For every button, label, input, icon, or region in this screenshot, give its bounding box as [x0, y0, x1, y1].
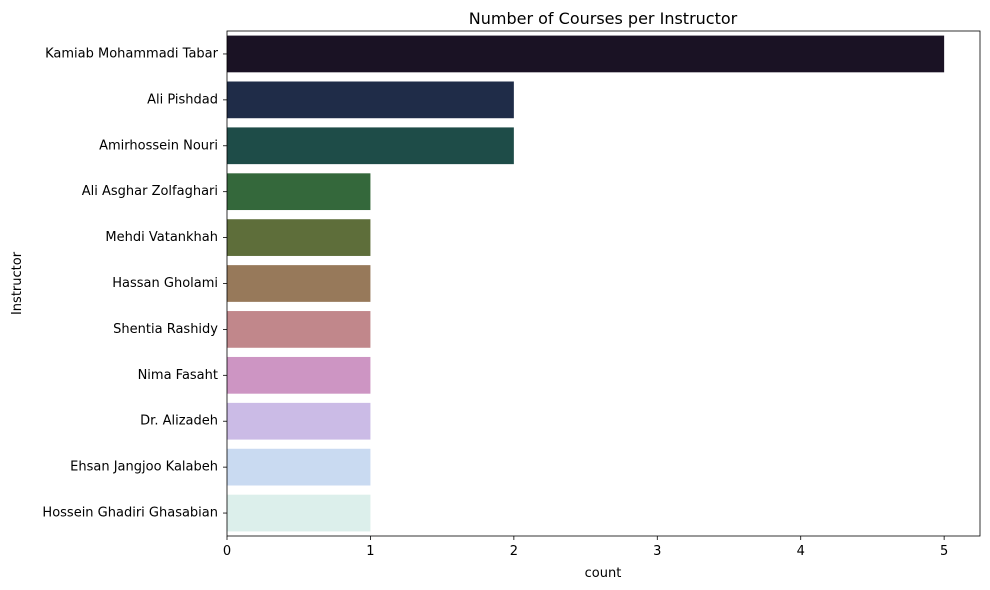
y-tick-labels: Kamiab Mohammadi Tabar Ali Pishdad Amirhos…	[42, 46, 227, 521]
chart-title: Number of Courses per Instructor	[469, 9, 738, 28]
y-tick-label: Shentia Rashidy	[113, 322, 218, 337]
y-tick-label: Dr. Alizadeh	[140, 414, 218, 429]
bar	[227, 81, 514, 119]
y-tick-label: Ehsan Jangjoo Kalabeh	[70, 460, 218, 475]
y-tick-label: Hossein Ghadiri Ghasabian	[42, 506, 218, 521]
bar	[227, 265, 371, 302]
x-tick-label: 0	[223, 544, 231, 559]
y-tick-label: Mehdi Vatankhah	[105, 230, 218, 245]
bar	[227, 356, 371, 394]
y-tick-label: Ali Pishdad	[147, 92, 218, 107]
x-axis-label: count	[585, 566, 622, 581]
bar	[227, 127, 514, 165]
y-tick-label: Amirhossein Nouri	[99, 138, 218, 153]
x-tick-label: 3	[653, 544, 661, 559]
y-tick-label: Nima Fasaht	[138, 368, 218, 383]
bar	[227, 402, 371, 440]
bars-group	[227, 35, 945, 532]
y-tick-label: Hassan Gholami	[112, 276, 218, 291]
y-axis-label: Instructor	[10, 251, 25, 315]
bar	[227, 494, 371, 532]
plot-frame	[226, 30, 981, 537]
bar	[227, 448, 371, 486]
bar	[227, 173, 371, 211]
y-tick-label: Ali Asghar Zolfaghari	[82, 184, 218, 199]
y-tick-label: Kamiab Mohammadi Tabar	[45, 46, 219, 61]
x-tick-labels: 0 1 2 3 4 5	[223, 536, 948, 559]
x-tick-label: 4	[797, 544, 805, 559]
x-tick-label: 5	[940, 544, 948, 559]
x-tick-label: 2	[510, 544, 518, 559]
bar	[227, 35, 945, 73]
x-tick-label: 1	[366, 544, 374, 559]
bar	[227, 219, 371, 256]
bar	[227, 311, 371, 348]
